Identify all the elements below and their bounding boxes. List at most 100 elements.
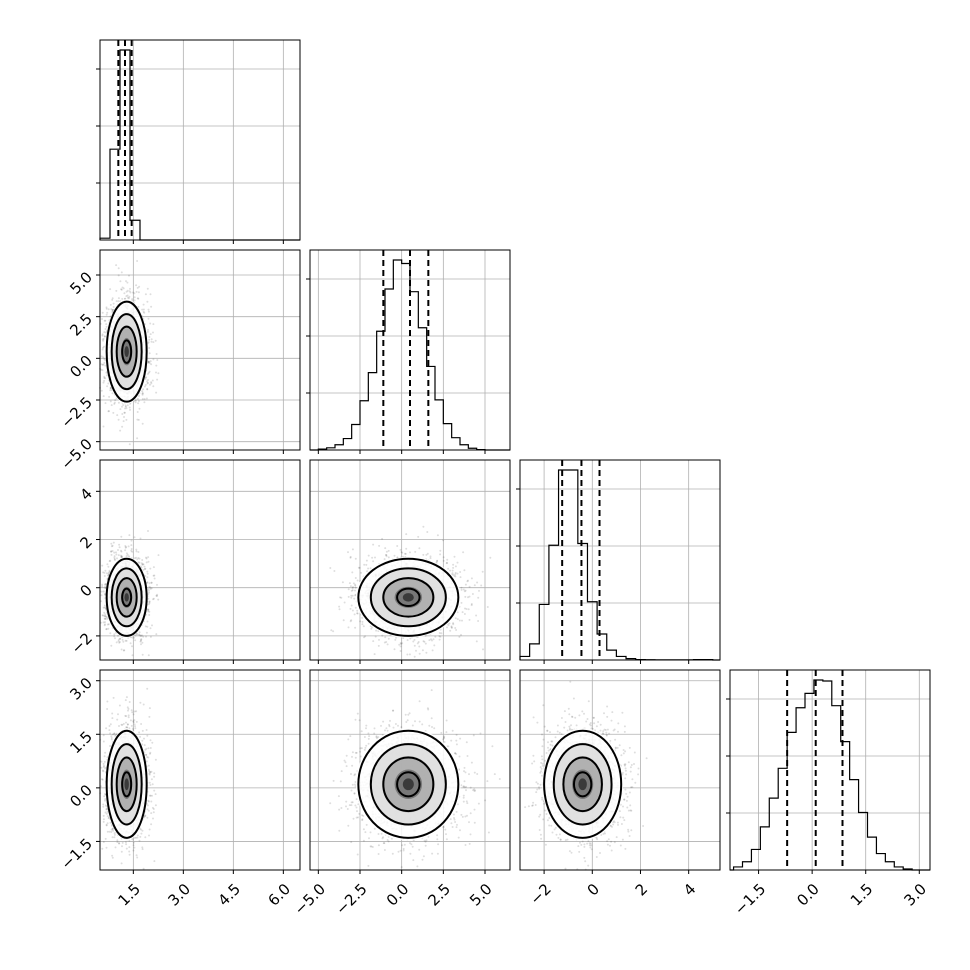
scatter-point [105, 325, 108, 328]
scatter-point [153, 577, 156, 580]
scatter-point [111, 392, 114, 395]
scatter-point [123, 416, 125, 418]
scatter-point [150, 338, 153, 341]
scatter-point [372, 543, 375, 546]
scatter-point [147, 556, 150, 559]
scatter-point [117, 274, 120, 277]
scatter-point [104, 328, 107, 330]
scatter-point [137, 291, 140, 294]
scatter-point [156, 378, 159, 381]
scatter-point [104, 615, 106, 618]
scatter-point [100, 590, 103, 593]
scatter-point [148, 338, 151, 341]
scatter-point [113, 401, 116, 404]
scatter-point [107, 308, 110, 311]
scatter-point [144, 383, 147, 386]
scatter-point [127, 297, 130, 300]
scatter-point [140, 638, 142, 641]
scatter-point [104, 319, 107, 322]
scatter-point [144, 567, 147, 570]
histogram-0 [99, 49, 300, 241]
scatter-point [120, 271, 123, 274]
scatter-point [105, 628, 108, 631]
scatter-point [122, 287, 125, 290]
scatter-point [142, 303, 145, 306]
scatter-point [135, 550, 138, 553]
scatter-point [481, 570, 484, 573]
scatter-point [149, 293, 152, 296]
y-tick-label: 0 [77, 581, 96, 600]
scatter-point [147, 360, 150, 363]
scatter-point [133, 299, 136, 302]
scatter-point [109, 288, 112, 291]
scatter-point [153, 574, 156, 577]
scatter-point [387, 637, 390, 640]
scatter-point [144, 376, 147, 379]
scatter-point [103, 331, 106, 334]
scatter-point [149, 567, 152, 570]
scatter-point [138, 633, 141, 636]
scatter-point [146, 382, 149, 385]
scatter-point [361, 623, 364, 626]
scatter-point [119, 429, 122, 432]
scatter-point [136, 297, 139, 300]
scatter-point [151, 379, 154, 382]
scatter-point [467, 608, 470, 611]
scatter-point [105, 371, 108, 374]
scatter-point [149, 587, 152, 590]
scatter-point [148, 352, 151, 355]
scatter-point [354, 577, 357, 579]
scatter-point [125, 418, 128, 421]
scatter-point [120, 288, 123, 291]
scatter-point [136, 397, 139, 400]
scatter-point [101, 311, 104, 314]
scatter-point [155, 633, 158, 636]
scatter-point [147, 379, 149, 381]
scatter-point [155, 371, 157, 374]
density-shade [124, 346, 129, 358]
scatter-point [141, 422, 144, 425]
scatter-point [104, 621, 106, 624]
scatter-point [454, 565, 457, 568]
scatter-point [422, 525, 425, 528]
scatter-point [146, 388, 149, 391]
scatter-point [113, 555, 116, 558]
scatter-point [138, 285, 141, 288]
scatter-point [107, 410, 110, 413]
scatter-point [128, 443, 131, 446]
scatter-point [152, 597, 155, 600]
scatter-point [121, 413, 124, 415]
scatter-point [101, 369, 104, 372]
scatter-point [101, 583, 104, 586]
scatter-point [124, 549, 127, 552]
scatter-point [102, 395, 105, 398]
scatter-point [146, 330, 149, 333]
scatter-point [152, 341, 155, 344]
scatter-point [129, 287, 131, 290]
scatter-point [117, 267, 120, 270]
scatter-point [116, 414, 119, 417]
panel-1-0: 5.02.50.0−2.5−5.0 [58, 249, 301, 473]
scatter-point [113, 402, 116, 405]
scatter-point [110, 553, 113, 556]
scatter-point [136, 633, 139, 636]
scatter-point [147, 361, 150, 364]
scatter-point [125, 295, 128, 298]
scatter-point [128, 274, 130, 277]
scatter-point [147, 308, 150, 311]
scatter-point [102, 337, 105, 340]
scatter-point [154, 339, 157, 342]
scatter-point [151, 624, 153, 627]
scatter-point [119, 408, 122, 411]
scatter-point [146, 381, 149, 384]
scatter-point [146, 300, 149, 303]
scatter-point [121, 297, 124, 300]
scatter-point [113, 559, 116, 562]
scatter-point [387, 556, 390, 559]
scatter-point [125, 555, 128, 558]
scatter-point [116, 557, 118, 560]
scatter-point [118, 546, 121, 549]
scatter-point [118, 641, 121, 643]
scatter-point [113, 551, 116, 554]
scatter-point [146, 625, 149, 628]
